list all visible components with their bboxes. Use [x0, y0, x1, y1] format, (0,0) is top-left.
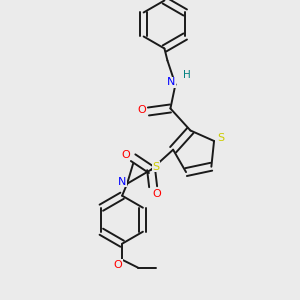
Text: S: S	[153, 162, 160, 172]
Text: H: H	[183, 70, 190, 80]
Text: O: O	[137, 106, 146, 116]
Text: O: O	[114, 260, 122, 270]
Text: O: O	[153, 189, 161, 199]
Text: O: O	[122, 150, 130, 160]
Text: N: N	[167, 77, 176, 88]
Text: N: N	[118, 177, 126, 187]
Text: S: S	[218, 133, 225, 143]
